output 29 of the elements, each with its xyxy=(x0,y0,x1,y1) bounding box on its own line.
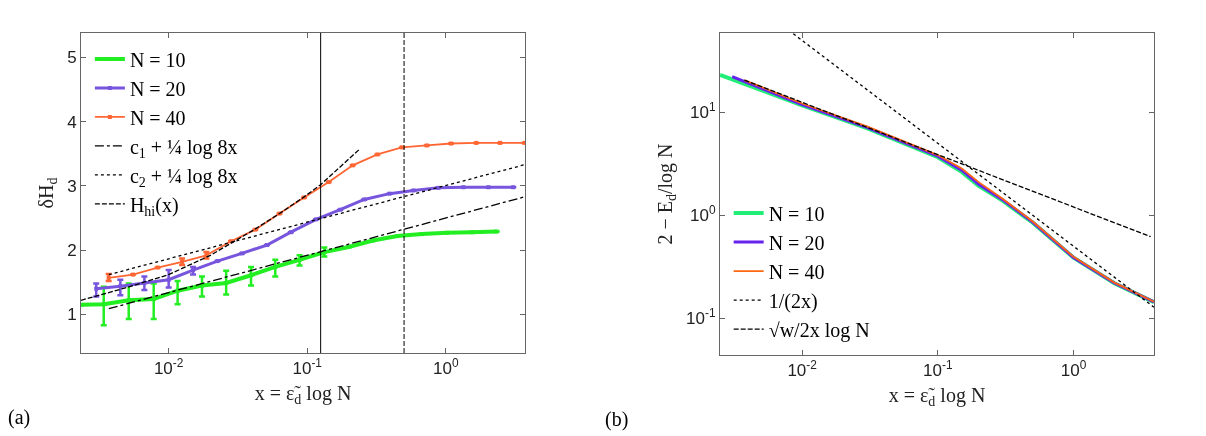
x-tick-label: 10$^{-2}$ xyxy=(153,356,184,379)
x-tick-label: 10$^{0}$ xyxy=(433,356,459,379)
legend-label: √w/2x log N xyxy=(768,318,870,342)
text: (b) xyxy=(605,408,629,431)
legend-label: c$_{1}$ + ¼ log 8x xyxy=(129,135,238,161)
y-tick-label: 4 xyxy=(67,112,77,132)
legend-label: N = 40 xyxy=(129,106,186,129)
x-tick-label: 10$^{0}$ xyxy=(1060,358,1087,381)
legend-label: c$_{2}$ + ¼ log 8x xyxy=(129,164,238,190)
x-axis-title: x = ε̃$_{d}$ log N xyxy=(254,381,352,408)
legend-label: N = 10 xyxy=(129,48,186,71)
x-tick-label: 10$^{-1}$ xyxy=(292,356,323,379)
y-tick-label: 3 xyxy=(67,176,77,196)
y-tick-label: 10$^{1}$ xyxy=(690,100,716,123)
x-axis-title: x = ε̃$_{d}$ log N xyxy=(888,383,986,410)
legend-label: N = 20 xyxy=(768,231,825,254)
x-tick-label: 10$^{-2}$ xyxy=(787,358,818,381)
legend-label: 1/(2x) xyxy=(768,289,818,313)
y-tick-label: 10$^{0}$ xyxy=(690,203,716,226)
y-tick-label: 10$^{-1}$ xyxy=(686,306,716,329)
x-tick-label: 10$^{-1}$ xyxy=(923,358,953,381)
legend-label: N = 40 xyxy=(768,260,825,283)
legend-label: H$_{hi}$(x) xyxy=(129,193,179,219)
legend-label: N = 20 xyxy=(129,77,186,100)
text: (a) xyxy=(8,406,31,429)
y-tick-label: 2 xyxy=(67,241,77,261)
legend-label: N = 10 xyxy=(768,202,825,225)
y-tick-label: 1 xyxy=(67,305,77,325)
y-tick-label: 5 xyxy=(67,48,77,68)
